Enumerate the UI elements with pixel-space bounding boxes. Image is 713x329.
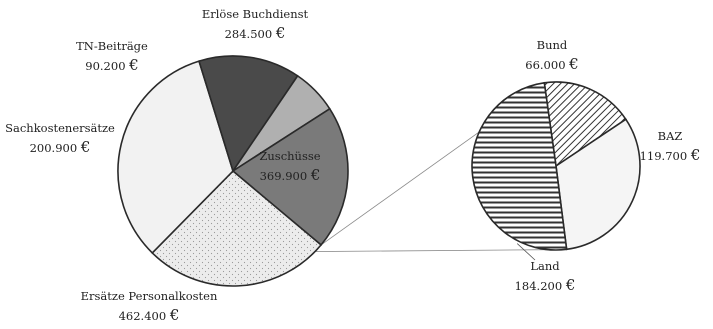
main-label-erl-se-buchdienst: Erlöse Buchdienst bbox=[202, 7, 309, 21]
main-slice-ers-tze-personalkosten bbox=[117, 60, 234, 255]
secondary-label-baz: BAZ bbox=[658, 129, 683, 143]
main-label-ers-tze-personalkosten: Ersätze Personalkosten bbox=[81, 289, 218, 303]
main-value-label-tn-beitr-ge: 90.200 € bbox=[85, 56, 138, 74]
leader-line-land bbox=[516, 243, 536, 261]
main-label-sachkosteners-tze: Sachkostenersätze bbox=[5, 121, 115, 135]
secondary-pie bbox=[471, 81, 641, 251]
main-slice-sachkosteners-tze bbox=[198, 55, 299, 173]
secondary-value-label-baz: 119.700 € bbox=[640, 146, 701, 164]
secondary-label-bund: Bund bbox=[537, 38, 568, 52]
main-value-label-sachkosteners-tze: 200.900 € bbox=[30, 138, 91, 156]
secondary-slice-baz bbox=[555, 118, 641, 251]
secondary-slice-land bbox=[471, 81, 568, 251]
secondary-label-land: Land bbox=[530, 259, 560, 273]
slice-labels: Zuschüsse 369.900 € Ersätze Personalkosten… bbox=[5, 7, 700, 324]
secondary-slice-bund bbox=[543, 81, 627, 168]
main-slice-zusch-sse bbox=[151, 169, 323, 287]
secondary-value-label-land: 184.200 € bbox=[515, 276, 576, 294]
main-pie bbox=[117, 55, 349, 287]
main-slice-erl-se-buchdienst bbox=[231, 107, 349, 247]
main-value-label-erl-se-buchdienst: 284.500 € bbox=[225, 24, 286, 42]
main-value-label-zusch-sse: 369.900 € bbox=[260, 166, 321, 184]
main-label-zusch-sse: Zuschüsse bbox=[259, 149, 320, 163]
main-label-tn-beitr-ge: TN-Beiträge bbox=[76, 39, 148, 53]
secondary-value-label-bund: 66.000 € bbox=[525, 55, 578, 73]
main-value-label-ers-tze-personalkosten: 462.400 € bbox=[119, 306, 180, 324]
